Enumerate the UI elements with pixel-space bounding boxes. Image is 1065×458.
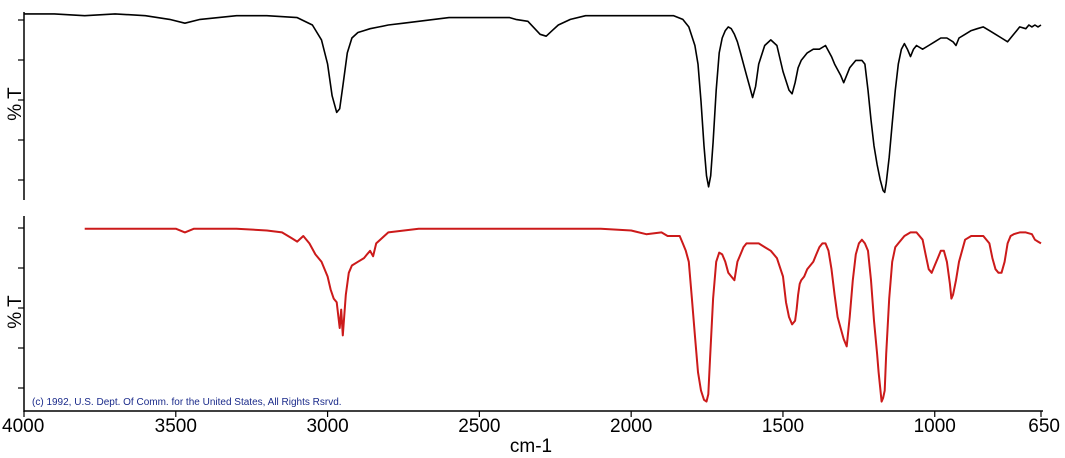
bottom-spectrum-line [84,227,1042,403]
copyright-notice: (c) 1992, U.S. Dept. Of Comm. for the Un… [32,397,342,408]
x-tick-label: 2000 [610,416,652,437]
x-tick-label: 3500 [155,416,197,437]
top-panel-ylabel: % T [5,87,26,121]
x-axis: 4000 3500 3000 2500 2000 1500 1000 650 [2,410,1060,437]
x-tick-label: 4000 [2,416,44,437]
top-spectrum-line [24,13,1042,194]
bottom-panel-ylabel: % T [5,295,26,329]
top-panel: % T [5,12,1042,200]
x-tick-label: 650 [1028,416,1060,437]
x-tick-label: 1500 [762,416,804,437]
x-tick-label: 3000 [306,416,348,437]
bottom-panel: % T [5,216,1042,412]
x-tick-label: 2500 [458,416,500,437]
x-tick-label: 1000 [914,416,956,437]
x-axis-title: cm-1 [510,436,552,457]
